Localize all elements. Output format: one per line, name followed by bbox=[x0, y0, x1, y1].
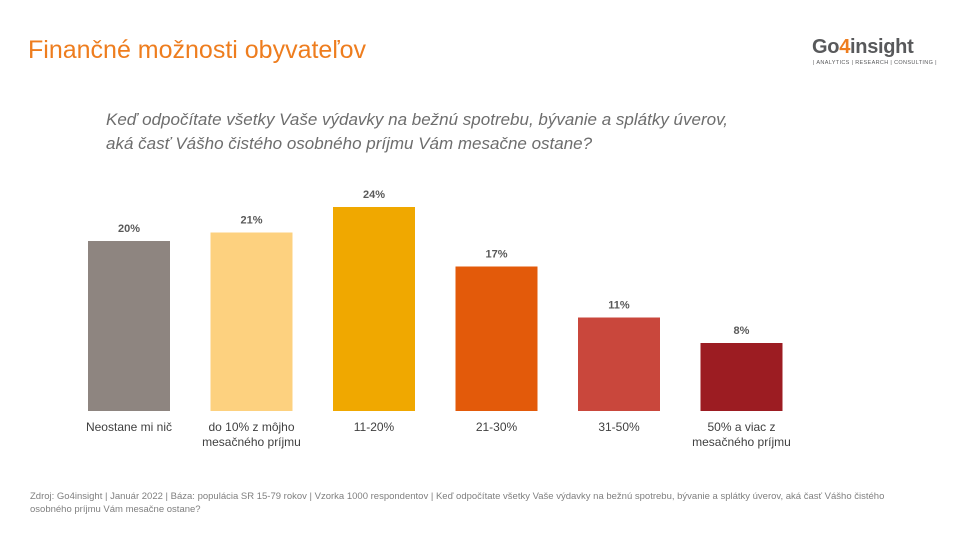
category-label-line: 11-20% bbox=[354, 420, 395, 434]
category-label: 31-50% bbox=[598, 420, 640, 434]
go4insight-logo: Go4insight | ANALYTICS | RESEARCH | CONS… bbox=[812, 36, 937, 68]
survey-question: Keď odpočítate všetky Vaše výdavky na be… bbox=[106, 110, 729, 153]
bar bbox=[333, 207, 415, 411]
category-label: do 10% z môjho mesačného príjmu bbox=[202, 420, 301, 449]
logo-wordmark: Go4insight bbox=[812, 36, 914, 59]
bar bbox=[700, 343, 783, 411]
category-label-line: 31-50% bbox=[598, 420, 640, 434]
logo-tagline: | ANALYTICS | RESEARCH | CONSULTING | bbox=[813, 60, 937, 66]
category-label-line: do 10% z môjho bbox=[208, 420, 294, 434]
bar-value-label: 17% bbox=[485, 249, 507, 261]
bar-value-label: 20% bbox=[118, 223, 140, 235]
category-label: Neostane mi nič bbox=[86, 420, 172, 434]
bar bbox=[455, 266, 538, 411]
bar bbox=[210, 232, 293, 411]
bar-value-label: 8% bbox=[734, 325, 750, 337]
bar-value-label: 24% bbox=[363, 189, 385, 201]
logo-word-end: insight bbox=[850, 36, 914, 58]
bar-value-label: 21% bbox=[240, 215, 262, 227]
bar-value-label: 11% bbox=[608, 300, 630, 312]
logo-word-start: Go bbox=[812, 36, 840, 58]
bar bbox=[578, 317, 660, 411]
category-label-line: Neostane mi nič bbox=[86, 420, 172, 434]
category-label-line: mesačného príjmu bbox=[202, 435, 301, 449]
bar bbox=[88, 241, 170, 411]
category-label-line: mesačného príjmu bbox=[692, 435, 791, 449]
category-label-line: 21-30% bbox=[476, 420, 518, 434]
category-label-line: 50% a viac z bbox=[707, 420, 775, 434]
logo-word-four: 4 bbox=[839, 36, 851, 58]
category-label: 11-20% bbox=[354, 420, 395, 434]
category-label: 21-30% bbox=[476, 420, 518, 434]
source-footnote: Zdroj: Go4insight | Január 2022 | Báza: … bbox=[30, 491, 885, 515]
category-label: 50% a viac z mesačného príjmu bbox=[692, 420, 791, 449]
slide-title: Finančné možnosti obyvateľov bbox=[28, 36, 367, 64]
